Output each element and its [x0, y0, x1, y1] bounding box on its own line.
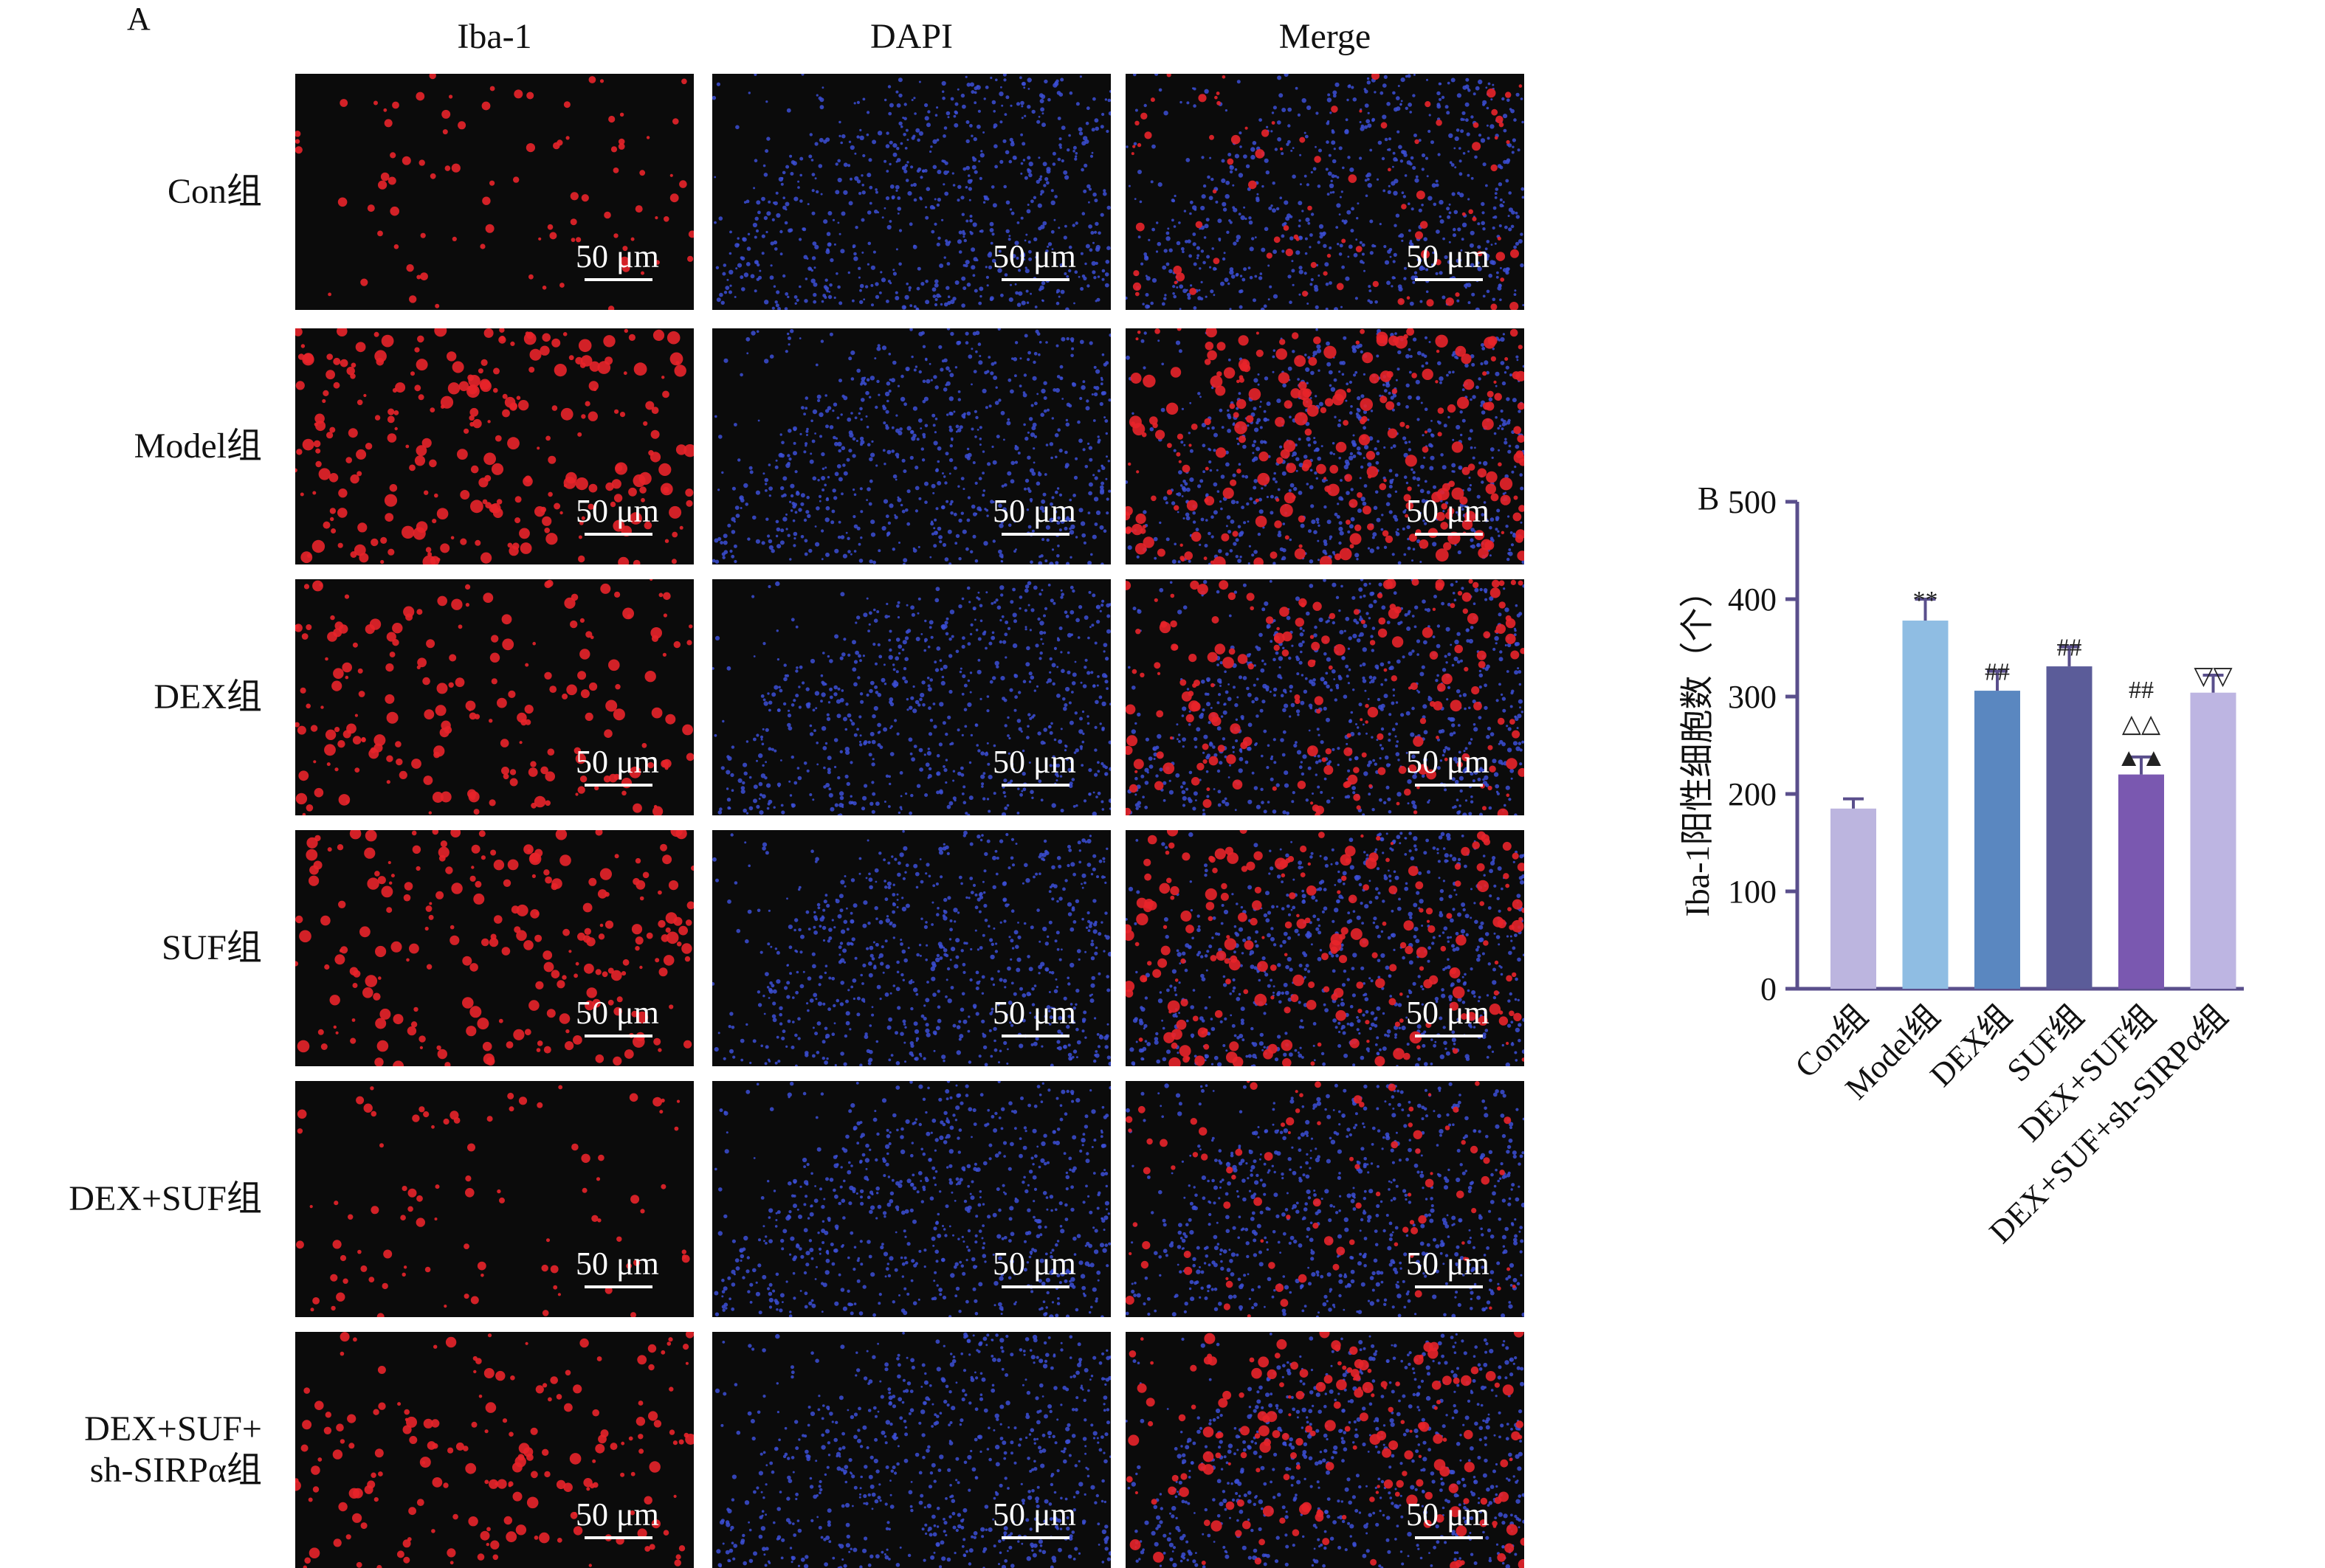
column-header: Merge: [1126, 16, 1524, 57]
scale-bar: [1415, 784, 1483, 787]
scale-bar: [1002, 1035, 1070, 1037]
significance-mark: △△: [2122, 711, 2161, 738]
row-label: DEX组: [18, 677, 262, 718]
row-label: DEX+SUF组: [18, 1178, 262, 1220]
panel-a-label: A: [127, 0, 151, 38]
micrograph-merge: 50 μm: [1126, 830, 1524, 1066]
row-label: DEX+SUF+ sh-SIRPα组: [18, 1409, 262, 1491]
scale-label: 50 μm: [576, 1245, 659, 1282]
y-tick-label: 300: [1728, 679, 1777, 715]
micrograph-iba1: 50 μm: [295, 1081, 694, 1317]
scale-label: 50 μm: [1406, 1496, 1489, 1533]
scale-bar: [585, 533, 652, 536]
scale-label: 50 μm: [1406, 1245, 1489, 1282]
bar: [1974, 691, 2020, 989]
micrograph-merge: 50 μm: [1126, 579, 1524, 815]
bar: [2118, 775, 2164, 989]
scale-label: 50 μm: [1406, 994, 1489, 1032]
column-header: Iba-1: [295, 16, 694, 57]
micrograph-dapi: 50 μm: [712, 1332, 1111, 1568]
bar: [2047, 666, 2092, 989]
row-label: SUF组: [18, 928, 262, 969]
micrograph-merge: 50 μm: [1126, 74, 1524, 310]
x-tick-label: DEX组: [1923, 998, 2019, 1094]
scale-bar: [1415, 278, 1483, 281]
scale-bar: [585, 1536, 652, 1539]
scale-label: 50 μm: [993, 1245, 1076, 1282]
scale-label: 50 μm: [576, 492, 659, 530]
panel-b-label: B: [1698, 480, 1719, 517]
scale-label: 50 μm: [993, 743, 1076, 781]
bar: [2191, 693, 2236, 989]
micrograph-iba1: 50 μm: [295, 830, 694, 1066]
scale-bar: [1002, 278, 1070, 281]
column-header: DAPI: [712, 16, 1111, 57]
y-tick-label: 0: [1760, 971, 1777, 1007]
significance-mark: ▲▲: [2116, 745, 2166, 772]
scale-bar: [585, 1035, 652, 1037]
significance-mark: ▽▽: [2194, 663, 2233, 690]
scale-bar: [585, 278, 652, 281]
scale-label: 50 μm: [576, 238, 659, 275]
micrograph-iba1: 50 μm: [295, 579, 694, 815]
scale-bar: [1415, 533, 1483, 536]
y-axis-label: Iba-1阳性细胞数（个）: [1678, 573, 1716, 916]
significance-mark: ##: [1985, 659, 2010, 686]
scale-bar: [585, 1285, 652, 1288]
scale-bar: [1415, 1536, 1483, 1539]
row-label: Model组: [18, 426, 262, 467]
bar: [1903, 621, 1949, 989]
micrograph-merge: 50 μm: [1126, 1332, 1524, 1568]
scale-bar: [1415, 1285, 1483, 1288]
micrograph-dapi: 50 μm: [712, 830, 1111, 1066]
scale-bar: [1002, 784, 1070, 787]
micrograph-dapi: 50 μm: [712, 579, 1111, 815]
micrograph-dapi: 50 μm: [712, 74, 1111, 310]
scale-bar: [1002, 1285, 1070, 1288]
scale-label: 50 μm: [576, 743, 659, 781]
micrograph-dapi: 50 μm: [712, 1081, 1111, 1317]
y-tick-label: 500: [1728, 484, 1777, 520]
y-tick-label: 100: [1728, 874, 1777, 910]
bar: [1830, 809, 1876, 989]
micrograph-iba1: 50 μm: [295, 74, 694, 310]
scale-label: 50 μm: [1406, 492, 1489, 530]
y-tick-label: 200: [1728, 776, 1777, 812]
scale-bar: [585, 784, 652, 787]
micrograph-merge: 50 μm: [1126, 1081, 1524, 1317]
micrograph-iba1: 50 μm: [295, 1332, 694, 1568]
scale-label: 50 μm: [993, 994, 1076, 1032]
scale-bar: [1002, 1536, 1070, 1539]
micrograph-dapi: 50 μm: [712, 328, 1111, 564]
scale-label: 50 μm: [1406, 743, 1489, 781]
micrograph-iba1: 50 μm: [295, 328, 694, 564]
scale-label: 50 μm: [576, 994, 659, 1032]
bar-chart: B0100200300400500Iba-1阳性细胞数（个）Con组**Mode…: [1668, 472, 2259, 1299]
scale-bar: [1415, 1035, 1483, 1037]
scale-label: 50 μm: [993, 1496, 1076, 1533]
significance-mark: ##: [2129, 677, 2154, 704]
scale-label: 50 μm: [993, 238, 1076, 275]
scale-label: 50 μm: [993, 492, 1076, 530]
scale-label: 50 μm: [576, 1496, 659, 1533]
significance-mark: **: [1913, 587, 1938, 614]
micrograph-merge: 50 μm: [1126, 328, 1524, 564]
y-tick-label: 400: [1728, 581, 1777, 618]
row-label: Con组: [18, 171, 262, 213]
scale-label: 50 μm: [1406, 238, 1489, 275]
significance-mark: ##: [2057, 635, 2082, 662]
scale-bar: [1002, 533, 1070, 536]
